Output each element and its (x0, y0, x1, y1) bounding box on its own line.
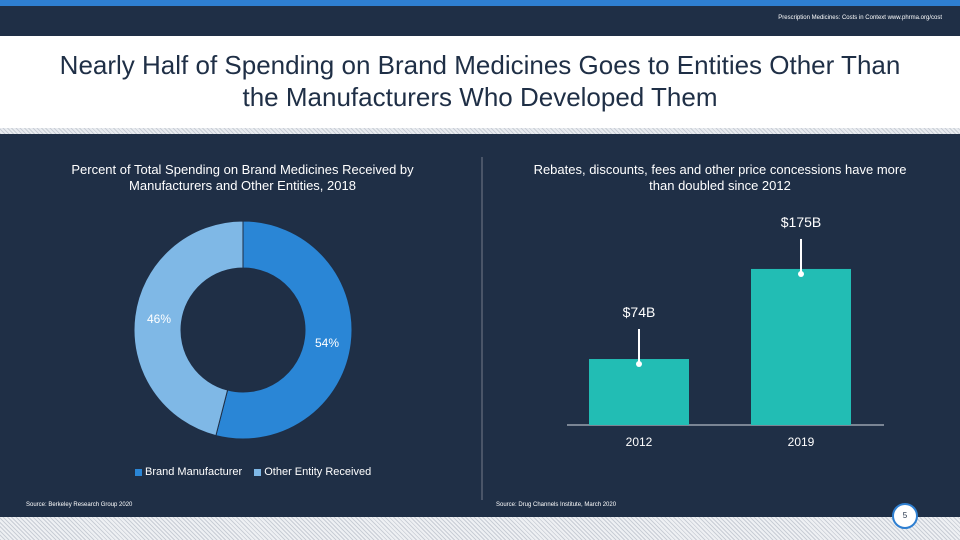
bar-value-label-2019: $175B (781, 214, 821, 230)
page-number-badge: 5 (892, 503, 918, 529)
legend-item-brand-manufacturer: Brand Manufacturer (135, 466, 242, 478)
top-accent-bar (0, 0, 960, 6)
bar-leader-dot-2012 (636, 361, 642, 368)
footer-hatch (0, 517, 960, 540)
title-band (0, 36, 960, 128)
x-tick-label-2019: 2019 (788, 435, 815, 449)
x-tick-label-2012: 2012 (626, 435, 653, 449)
legend-swatch-other-entity (254, 468, 262, 476)
title-hatch-divider (0, 128, 960, 134)
right-source-note: Source: Drug Channels Institute, March 2… (496, 502, 617, 508)
slide-title: Nearly Half of Spending on Brand Medicin… (59, 50, 901, 112)
bar-value-label-2012: $74B (623, 304, 656, 320)
panel-divider (481, 157, 483, 500)
left-panel-title: Percent of Total Spending on Brand Medic… (71, 162, 414, 193)
donut-label-brand-manufacturer: 54% (315, 336, 339, 350)
bar-leader-dot-2019 (798, 270, 804, 277)
donut-slice-other-entity-received (133, 220, 244, 437)
header-note: Prescription Medicines: Costs in Context… (778, 15, 942, 21)
legend-swatch-brand-manufacturer (135, 468, 142, 476)
donut-slice-brand-manufacturer (215, 220, 353, 440)
legend-item-other-entity: Other Entity Received (254, 466, 371, 478)
legend-label-other-entity: Other Entity Received (264, 466, 372, 478)
bar-2012 (589, 359, 689, 425)
bar-2019 (751, 268, 851, 425)
donut-label-other-entity-received: 46% (147, 312, 171, 326)
legend-label-brand-manufacturer: Brand Manufacturer (145, 466, 243, 478)
left-source-note: Source: Berkeley Research Group 2020 (26, 502, 133, 508)
right-panel-title: Rebates, discounts, fees and other price… (533, 162, 907, 193)
header-band (0, 6, 960, 36)
donut-legend: Brand Manufacturer Other Entity Received (135, 466, 383, 478)
